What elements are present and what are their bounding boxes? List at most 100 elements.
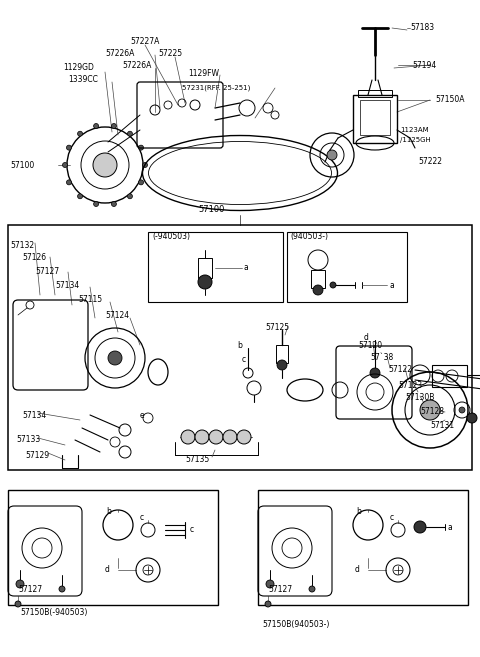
Text: 57135: 57135: [185, 455, 209, 464]
Circle shape: [94, 202, 98, 206]
Bar: [8, 490, 218, 605]
Text: 57126: 57126: [22, 254, 46, 263]
Text: 57120: 57120: [358, 340, 382, 350]
Circle shape: [266, 580, 274, 588]
Circle shape: [78, 194, 83, 199]
Circle shape: [330, 282, 336, 288]
Circle shape: [223, 430, 237, 444]
Text: 1129FW: 1129FW: [188, 68, 219, 78]
Text: 57100: 57100: [199, 206, 225, 214]
Text: 57225: 57225: [158, 49, 182, 58]
Circle shape: [127, 194, 132, 199]
Text: d: d: [364, 334, 369, 342]
Bar: [432, 365, 467, 387]
Bar: [148, 232, 283, 302]
Text: 57`38: 57`38: [370, 353, 393, 363]
Text: (940503-): (940503-): [290, 233, 328, 242]
Text: a: a: [389, 281, 394, 290]
Text: b: b: [237, 340, 242, 350]
Circle shape: [459, 407, 465, 413]
Text: 57231(RFF. 25-251): 57231(RFF. 25-251): [182, 85, 251, 91]
Circle shape: [93, 153, 117, 177]
Text: 57150B(940503-): 57150B(940503-): [262, 620, 329, 629]
Text: 57194: 57194: [412, 60, 436, 70]
Bar: [8, 225, 472, 470]
Bar: [358, 90, 392, 97]
Circle shape: [467, 413, 477, 423]
Text: (-940503): (-940503): [152, 233, 190, 242]
Circle shape: [414, 521, 426, 533]
Text: 57115: 57115: [78, 296, 102, 304]
Text: /1125GH: /1125GH: [400, 137, 431, 143]
Bar: [258, 490, 468, 605]
Text: 57227A: 57227A: [130, 37, 159, 47]
Circle shape: [277, 360, 287, 370]
Circle shape: [15, 601, 21, 607]
Text: b: b: [356, 507, 361, 516]
Circle shape: [111, 202, 117, 206]
Circle shape: [94, 124, 98, 129]
Circle shape: [327, 150, 337, 160]
Circle shape: [139, 145, 144, 150]
Text: b: b: [106, 507, 111, 516]
Circle shape: [108, 351, 122, 365]
Text: 57222: 57222: [418, 158, 442, 166]
Text: 57100: 57100: [10, 160, 34, 170]
Text: 57124: 57124: [105, 311, 129, 319]
Circle shape: [209, 430, 223, 444]
Text: a: a: [244, 263, 249, 273]
Circle shape: [139, 180, 144, 185]
Bar: [353, 95, 397, 143]
Circle shape: [78, 131, 83, 136]
Bar: [198, 258, 212, 278]
Text: 1129GD: 1129GD: [63, 64, 94, 72]
Text: 57129: 57129: [25, 451, 49, 459]
Text: 57125: 57125: [265, 323, 289, 332]
Text: 57131: 57131: [430, 420, 454, 430]
Text: d: d: [355, 566, 360, 574]
Text: e: e: [140, 411, 144, 420]
Bar: [360, 100, 390, 135]
Text: c: c: [390, 514, 394, 522]
Text: c: c: [140, 514, 144, 522]
Text: d: d: [105, 566, 110, 574]
Text: 57122: 57122: [388, 365, 412, 374]
Circle shape: [111, 124, 117, 129]
Text: 57183: 57183: [410, 24, 434, 32]
Text: 57150A: 57150A: [435, 95, 465, 104]
Text: 57128: 57128: [420, 407, 444, 417]
Text: 57127: 57127: [35, 267, 59, 277]
Text: 57133: 57133: [16, 436, 40, 445]
Text: 57123: 57123: [398, 380, 422, 390]
Circle shape: [66, 145, 72, 150]
Circle shape: [59, 586, 65, 592]
Circle shape: [313, 285, 323, 295]
Bar: [287, 232, 407, 302]
Circle shape: [143, 162, 147, 168]
Text: 57127: 57127: [268, 585, 292, 595]
Text: 57226A: 57226A: [105, 49, 134, 58]
Circle shape: [66, 180, 72, 185]
Text: c: c: [242, 355, 246, 365]
Circle shape: [181, 430, 195, 444]
Circle shape: [309, 586, 315, 592]
Text: 57134: 57134: [55, 281, 79, 290]
Text: 57226A: 57226A: [122, 60, 151, 70]
Circle shape: [127, 131, 132, 136]
Text: 57132: 57132: [10, 240, 34, 250]
Circle shape: [420, 400, 440, 420]
Circle shape: [195, 430, 209, 444]
Text: 57134: 57134: [22, 411, 46, 420]
Text: 57127: 57127: [18, 585, 42, 595]
Text: a: a: [448, 522, 453, 532]
Text: 1123AM: 1123AM: [400, 127, 429, 133]
Circle shape: [265, 601, 271, 607]
Text: c: c: [190, 526, 194, 535]
Text: 57150B(-940503): 57150B(-940503): [20, 608, 87, 616]
Bar: [276, 345, 288, 363]
Circle shape: [16, 580, 24, 588]
Circle shape: [198, 275, 212, 289]
Circle shape: [237, 430, 251, 444]
Circle shape: [62, 162, 68, 168]
Text: 1339CC: 1339CC: [68, 74, 98, 83]
